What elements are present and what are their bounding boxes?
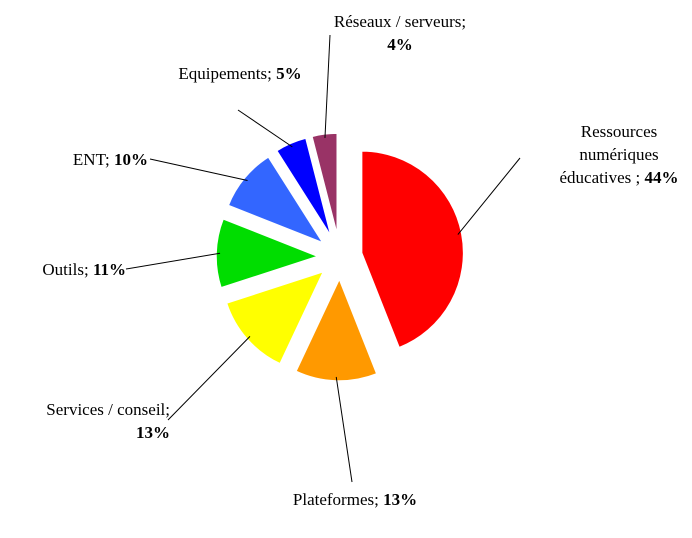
category-label: ENT;: [72, 150, 110, 169]
slice-label: Réseaux / serveurs; 4%: [330, 10, 470, 56]
value-label: 10%: [114, 150, 148, 169]
category-label: Services / conseil;: [46, 400, 170, 419]
category-label: Outils;: [42, 260, 89, 279]
value-label: 13%: [136, 423, 170, 442]
pie-slice: [215, 217, 321, 289]
leader-line: [324, 34, 331, 138]
pie-slice: [275, 137, 332, 238]
slice-label: Plateformes; 13%: [280, 488, 430, 511]
category-label: Equipements;: [178, 64, 272, 83]
slice-label: Equipements; 5%: [160, 62, 320, 85]
leader-line: [125, 252, 221, 270]
pie-slice: [360, 150, 465, 349]
leader-line: [457, 157, 521, 235]
leader-line: [167, 336, 251, 421]
slice-label: Services / conseil; 13%: [20, 398, 170, 444]
value-label: 44%: [644, 168, 679, 187]
value-label: 11%: [92, 260, 126, 279]
pie-slice: [227, 155, 325, 245]
pie-slice: [310, 132, 338, 236]
value-label: 13%: [383, 490, 418, 509]
leader-line: [149, 158, 248, 181]
leader-line: [335, 376, 353, 483]
pie-slice: [294, 277, 378, 382]
category-label: Plateformes;: [292, 490, 379, 509]
value-label: 4%: [387, 35, 413, 54]
slice-label: ENT; 10%: [0, 148, 148, 171]
leader-line: [237, 109, 293, 148]
value-label: 5%: [276, 64, 302, 83]
slice-label: Outils; 11%: [0, 258, 126, 281]
slice-label: Ressources numériques éducatives ; 44%: [545, 120, 692, 189]
category-label: Réseaux / serveurs;: [333, 12, 467, 31]
category-label: Ressources numériques éducatives ;: [559, 122, 659, 187]
